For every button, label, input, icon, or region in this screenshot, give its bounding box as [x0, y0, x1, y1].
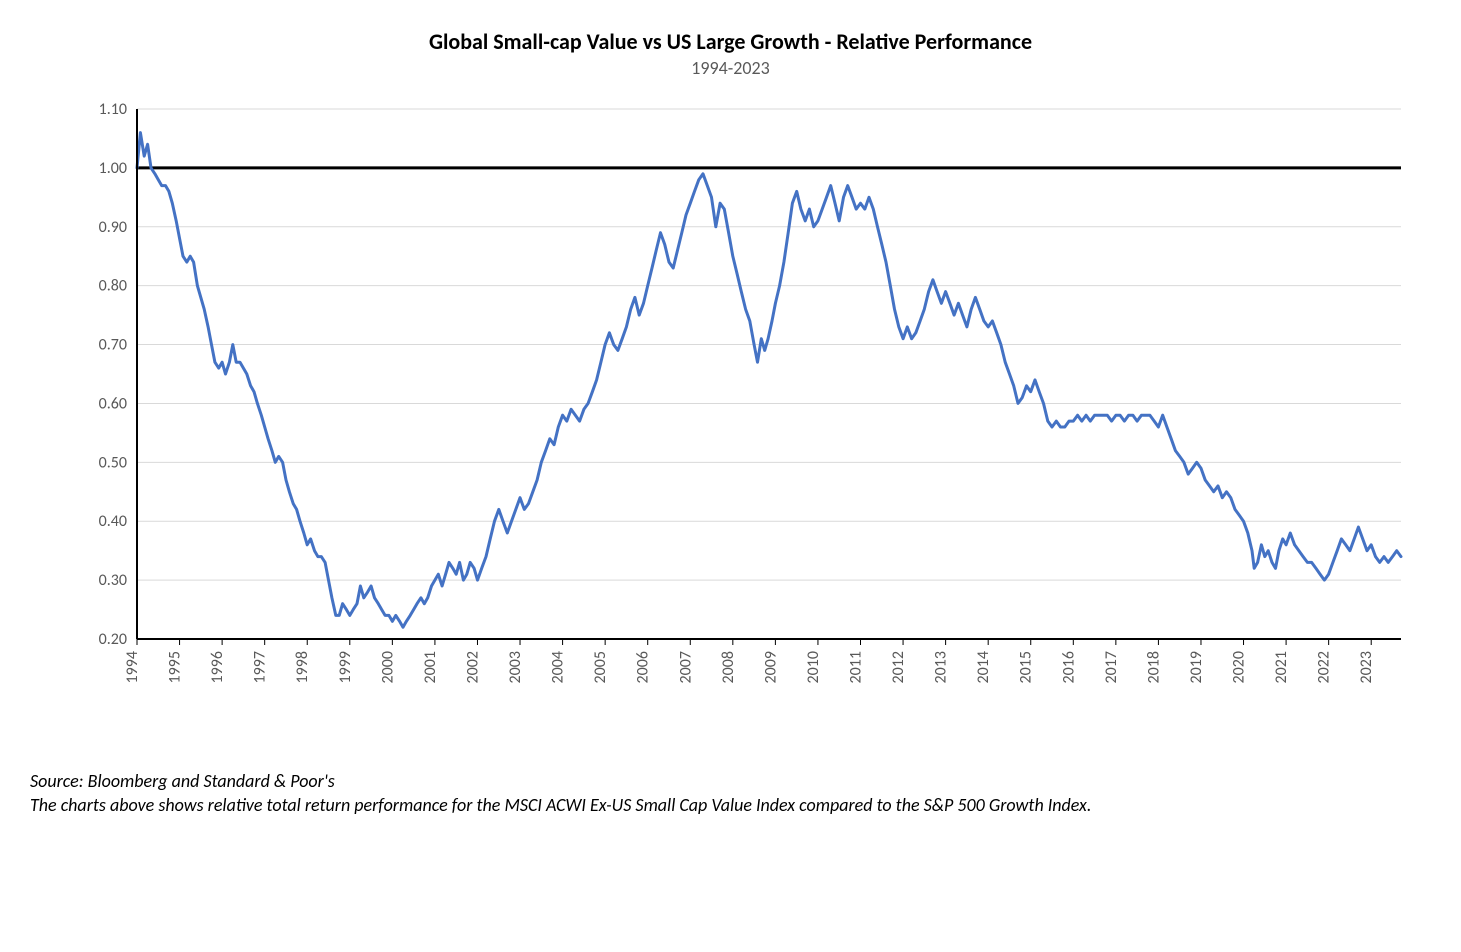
svg-text:1996: 1996	[208, 651, 227, 683]
svg-text:2007: 2007	[676, 651, 695, 683]
svg-text:1994: 1994	[123, 651, 142, 683]
svg-text:2013: 2013	[931, 651, 950, 683]
svg-text:2010: 2010	[803, 651, 822, 683]
footnote-description: The charts above shows relative total re…	[30, 793, 1431, 817]
svg-text:2021: 2021	[1272, 651, 1291, 683]
svg-text:2022: 2022	[1314, 651, 1333, 683]
svg-text:0.40: 0.40	[98, 512, 126, 531]
chart-container: 0.20 0.30 0.40 0.50 0.60 0.70 0.80 0.90 1.00 1.10…	[41, 89, 1421, 729]
chart-subtitle: 1994-2023	[0, 57, 1461, 79]
svg-text:1995: 1995	[165, 651, 184, 683]
svg-text:2020: 2020	[1229, 651, 1248, 683]
svg-text:1999: 1999	[335, 651, 354, 683]
svg-text:1997: 1997	[250, 651, 269, 683]
svg-text:2003: 2003	[506, 651, 525, 683]
svg-text:2001: 2001	[420, 651, 439, 683]
chart-footnote: Source: Bloomberg and Standard & Poor's …	[30, 769, 1431, 818]
svg-text:2002: 2002	[463, 651, 482, 683]
svg-text:0.50: 0.50	[98, 453, 126, 472]
svg-text:1.10: 1.10	[98, 100, 126, 119]
svg-text:2015: 2015	[1016, 651, 1035, 683]
svg-text:0.60: 0.60	[98, 394, 126, 413]
svg-text:0.20: 0.20	[98, 630, 126, 649]
svg-text:0.90: 0.90	[98, 218, 126, 237]
svg-text:2023: 2023	[1357, 651, 1376, 683]
svg-text:2004: 2004	[548, 651, 567, 683]
svg-text:1998: 1998	[293, 651, 312, 683]
svg-text:2011: 2011	[846, 651, 865, 683]
svg-text:0.80: 0.80	[98, 277, 126, 296]
svg-text:0.70: 0.70	[98, 336, 126, 355]
svg-text:2019: 2019	[1186, 651, 1205, 683]
svg-text:2000: 2000	[378, 651, 397, 683]
chart-title: Global Small-cap Value vs US Large Growt…	[0, 28, 1461, 55]
svg-text:2014: 2014	[974, 651, 993, 683]
svg-text:2009: 2009	[761, 651, 780, 683]
svg-text:2016: 2016	[1059, 651, 1078, 683]
svg-text:1.00: 1.00	[98, 159, 126, 178]
svg-text:2006: 2006	[633, 651, 652, 683]
svg-text:2017: 2017	[1101, 651, 1120, 683]
svg-text:2005: 2005	[591, 651, 610, 683]
svg-text:2018: 2018	[1144, 651, 1163, 683]
line-chart: 0.20 0.30 0.40 0.50 0.60 0.70 0.80 0.90 1.00 1.10…	[41, 89, 1421, 729]
svg-text:2008: 2008	[718, 651, 737, 683]
svg-text:2012: 2012	[889, 651, 908, 683]
footnote-source: Source: Bloomberg and Standard & Poor's	[30, 769, 1431, 793]
svg-text:0.30: 0.30	[98, 571, 126, 590]
